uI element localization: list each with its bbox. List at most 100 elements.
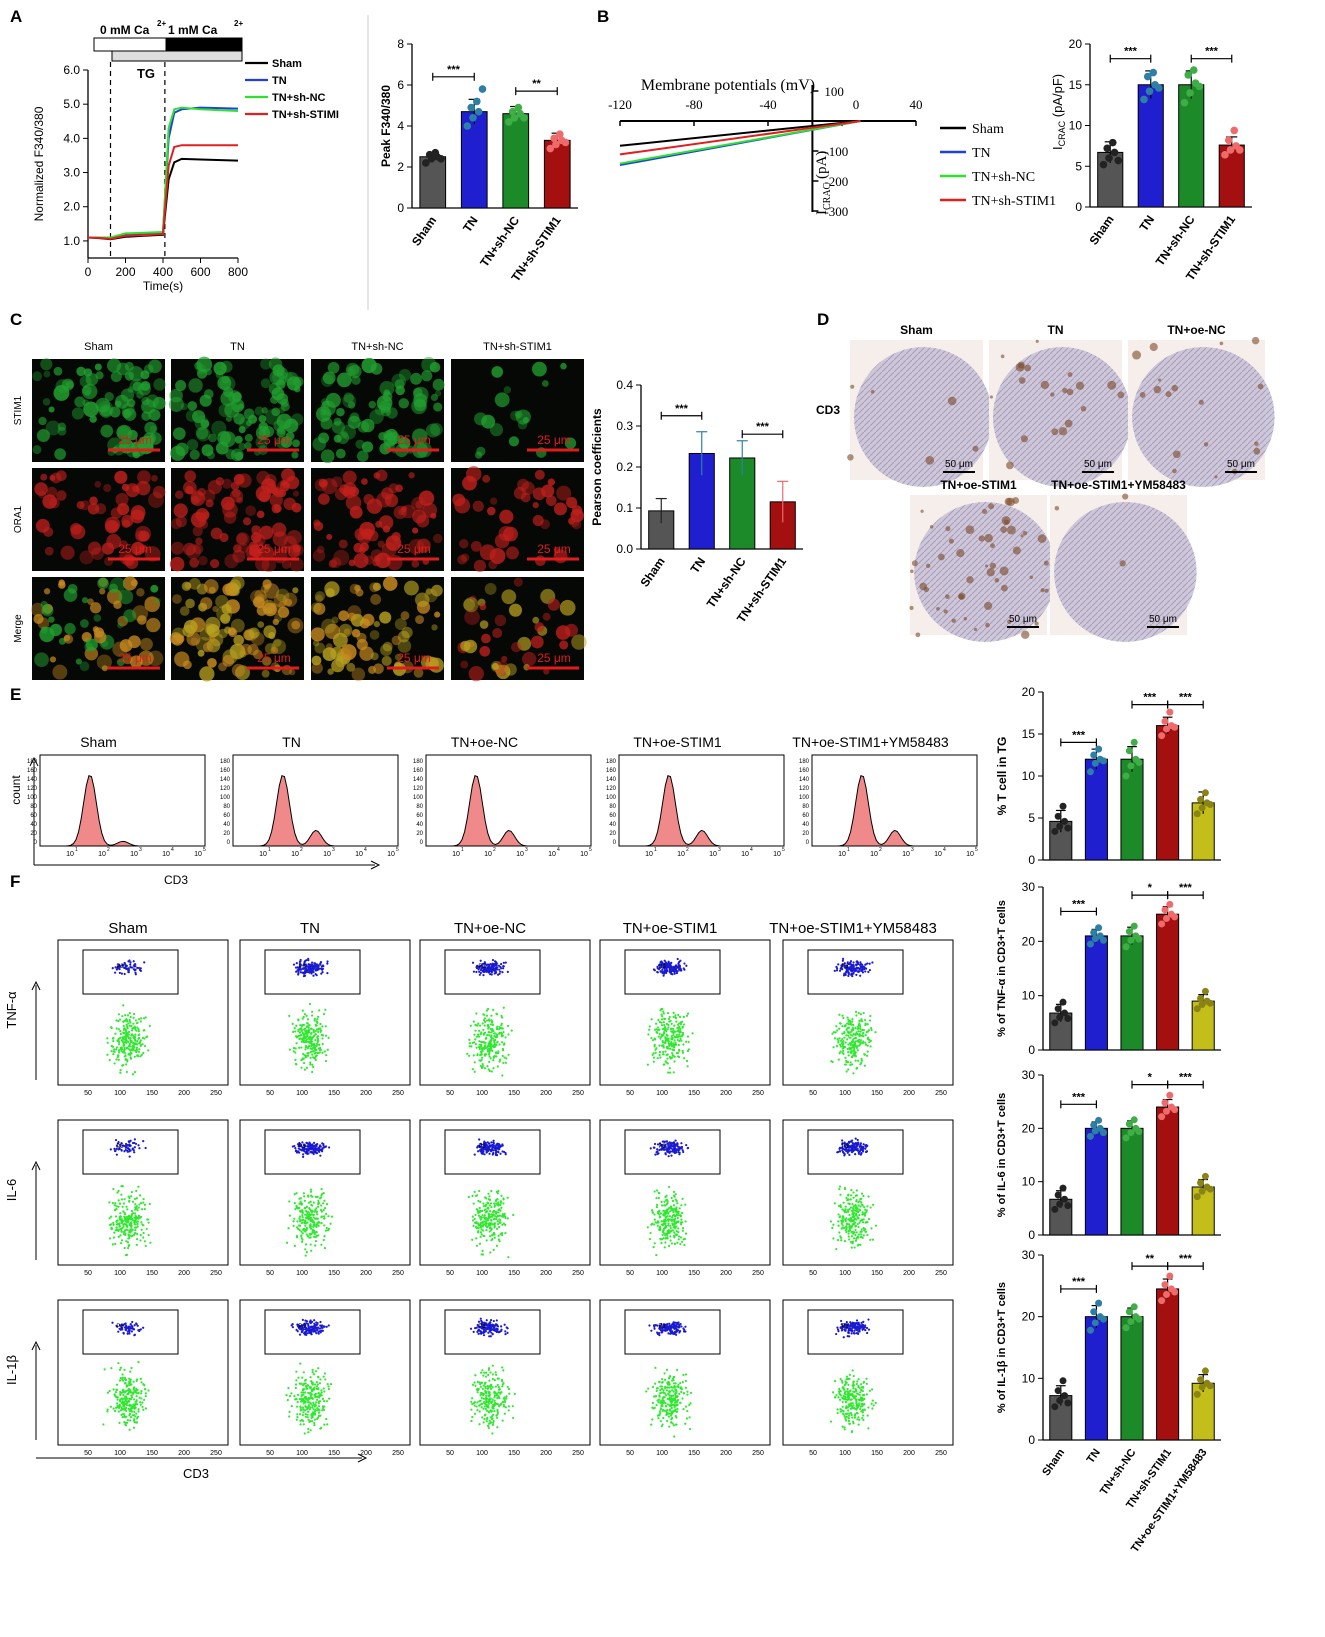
stain-spot	[963, 617, 968, 621]
stain-spot	[1020, 435, 1028, 443]
cell	[149, 425, 158, 433]
row-label: CD3	[816, 403, 840, 417]
event-dot	[299, 1220, 302, 1223]
cell	[83, 368, 93, 377]
x-tick-exponent: 1	[847, 847, 850, 853]
y-tick-label: 140	[799, 777, 810, 783]
stain-spot	[1000, 526, 1008, 534]
panel-e-histograms: Sham020406080100120140160180101102103104…	[9, 734, 978, 887]
event-dot	[313, 1222, 316, 1225]
cell	[522, 651, 537, 667]
event-dot	[299, 1024, 302, 1027]
event-dot	[838, 1052, 841, 1055]
event-dot	[504, 961, 507, 964]
event-dot	[477, 1022, 480, 1025]
cell	[292, 587, 299, 594]
y-tick-label: 20	[416, 831, 423, 837]
scale-label: 50 μm	[1009, 614, 1037, 625]
cell	[113, 600, 122, 609]
event-dot	[473, 1153, 476, 1156]
cell	[281, 468, 295, 483]
event-dot	[677, 963, 680, 966]
event-dot	[146, 1035, 149, 1038]
x-tick-label: 100	[656, 1090, 668, 1097]
event-dot	[502, 1202, 505, 1205]
event-dot	[139, 967, 142, 970]
scale-label: 25 μm	[537, 433, 571, 447]
cell	[231, 663, 245, 677]
event-dot	[129, 1039, 132, 1042]
event-dot	[477, 1029, 481, 1032]
event-dot	[502, 1061, 505, 1065]
event-dot	[504, 1231, 507, 1235]
event-dot	[120, 1242, 123, 1245]
event-dot	[294, 1147, 297, 1150]
event-dot	[131, 1200, 135, 1203]
y-tick-label: 0	[397, 201, 404, 215]
event-dot	[294, 1208, 297, 1211]
event-dot	[309, 1188, 313, 1191]
cell	[335, 448, 346, 459]
event-dot	[133, 1071, 137, 1074]
cell	[115, 492, 129, 507]
event-dot	[298, 960, 301, 964]
x-tick-label: 40	[910, 97, 923, 112]
cell	[151, 474, 158, 482]
event-dot	[499, 1233, 502, 1236]
event-dot	[676, 1036, 679, 1039]
x-tick-label: 10	[66, 851, 74, 858]
stain-spot	[947, 396, 957, 406]
cell	[202, 511, 210, 519]
event-dot	[675, 1144, 678, 1147]
event-dot	[127, 1033, 130, 1036]
event-dot	[683, 1243, 686, 1247]
cell	[255, 435, 269, 449]
event-dot	[660, 1242, 663, 1245]
event-dot	[133, 963, 136, 966]
event-dot	[487, 1212, 490, 1215]
event-dot	[323, 1050, 326, 1053]
event-dot	[117, 1028, 120, 1031]
event-dot	[849, 1033, 852, 1036]
event-dot	[507, 1033, 510, 1036]
event-dot	[293, 1217, 296, 1220]
event-dot	[139, 1020, 142, 1023]
event-dot	[311, 1063, 314, 1066]
event-dot	[676, 1211, 679, 1215]
event-dot	[294, 1047, 297, 1050]
x-tick-label: 10	[130, 851, 138, 858]
event-dot	[653, 1213, 656, 1216]
cell	[48, 406, 55, 413]
event-dot	[299, 971, 302, 974]
event-dot	[681, 1227, 685, 1230]
event-dot	[490, 973, 493, 976]
y-tick-label: 6	[397, 78, 404, 92]
event-dot	[491, 1153, 494, 1156]
event-dot	[490, 1206, 493, 1209]
event-dot	[501, 1212, 504, 1216]
event-dot	[482, 1028, 485, 1032]
event-dot	[474, 1029, 477, 1032]
event-dot	[311, 1050, 314, 1053]
event-dot	[492, 1008, 495, 1011]
event-dot	[313, 1235, 316, 1238]
cell	[361, 357, 377, 374]
cell	[499, 509, 514, 524]
event-dot	[672, 1034, 675, 1037]
event-dot	[137, 1144, 140, 1147]
event-dot	[303, 1195, 306, 1198]
event-dot	[117, 1205, 120, 1208]
event-dot	[833, 969, 836, 972]
data-point	[1090, 751, 1098, 759]
cell	[452, 493, 466, 507]
event-dot	[301, 1038, 304, 1041]
event-dot	[306, 1021, 309, 1025]
data-point	[561, 138, 570, 147]
event-dot	[851, 1063, 854, 1066]
event-dot	[495, 1013, 499, 1016]
event-dot	[662, 1050, 665, 1054]
event-dot	[657, 1211, 660, 1214]
event-dot	[147, 1233, 150, 1237]
event-dot	[657, 1221, 660, 1224]
event-dot	[497, 1150, 500, 1153]
